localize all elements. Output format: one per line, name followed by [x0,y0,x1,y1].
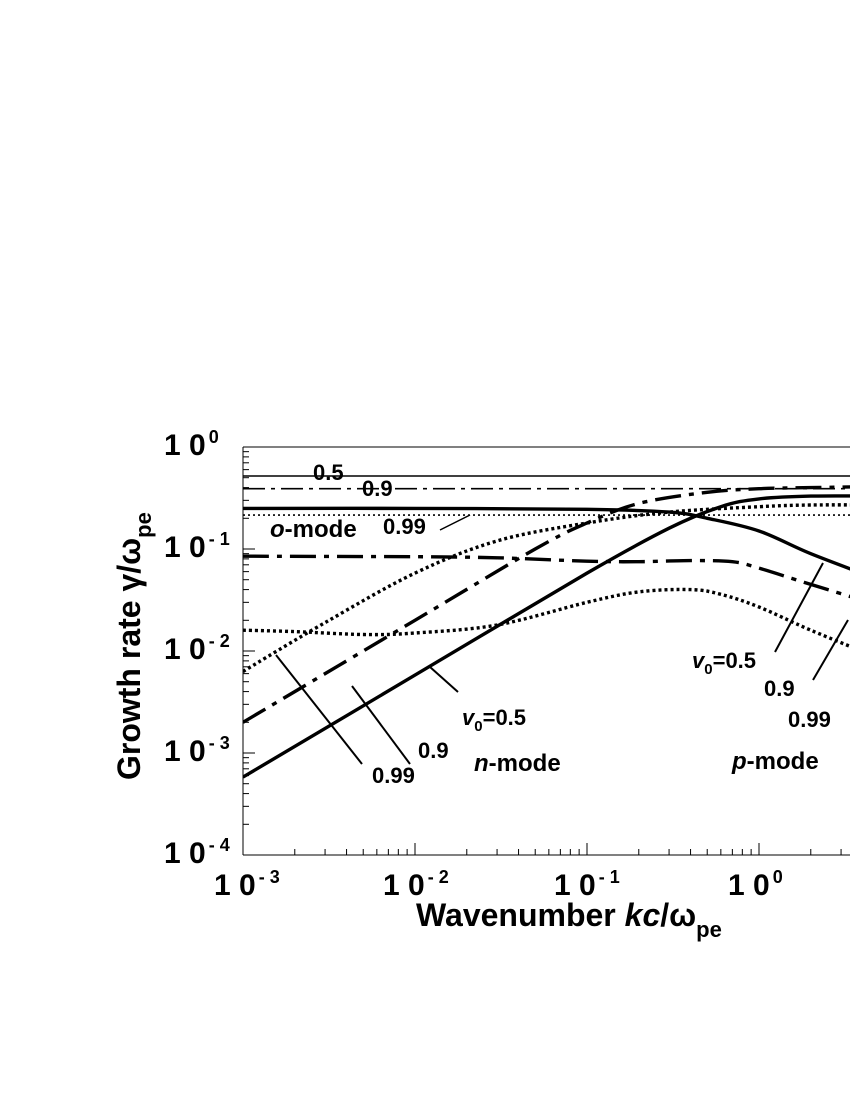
o-mode-annotations: 0.5 0.9 o-mode 0.99 [270,460,471,543]
series-n-mode-v0-0_5 [243,494,850,779]
n-mode-leader-v09 [351,685,411,765]
series-p-mode-v0-0_5 [243,506,850,571]
o-mode-label-v099: 0.99 [383,514,426,539]
p-mode-label-v05: v0=0.5 [692,648,756,678]
p-mode-annotations: v0=0.5 0.9 0.99 p-mode [692,562,849,775]
n-mode-title: n-mode [474,750,561,777]
o-mode-label-v09: 0.9 [362,476,393,501]
y-tick-label-0.001: 1 0- 3 [164,733,230,768]
y-axis-title: Growth rate γ/ωpe [111,512,156,780]
x-tick-label-0.01: 1 0- 2 [383,867,449,902]
x-tick-label-0.1: 1 0- 1 [554,867,620,902]
p-mode-leader-v09 [812,619,849,681]
o-mode-leader-v099 [439,514,471,531]
n-mode-label-v09: 0.9 [418,738,449,763]
n-mode-annotations: v0=0.5 0.9 0.99 n-mode [275,654,561,788]
y-tick-label-0.01: 1 0- 2 [164,631,230,666]
p-mode-title: p-mode [731,748,819,775]
series-n-mode-v0-0_99 [243,503,850,673]
n-mode-label-v099: 0.99 [372,763,415,788]
n-mode-label-v05: v0=0.5 [462,705,526,735]
p-mode-label-v09: 0.9 [764,676,795,701]
o-mode-label-v05: 0.5 [313,460,344,485]
n-mode-leader-v05 [429,666,459,693]
p-mode-leader-v05 [774,562,824,653]
minor-ticks [242,451,842,856]
y-tick-label-0.0001: 1 0- 4 [164,835,230,870]
series-p-mode-v0-0_99 [243,587,850,649]
o-mode-title: o-mode [270,516,357,543]
p-mode-label-v099: 0.99 [788,707,831,732]
x-axis-title: Wavenumber kc/ωpe [416,897,722,942]
series-p-mode-v0-0_9 [243,554,850,599]
x-tick-label-0.001: 1 0- 3 [214,867,280,902]
n-mode-leader-v099 [275,654,363,765]
series-layer [243,475,850,779]
y-tick-label-0.1: 1 0- 1 [164,529,230,564]
